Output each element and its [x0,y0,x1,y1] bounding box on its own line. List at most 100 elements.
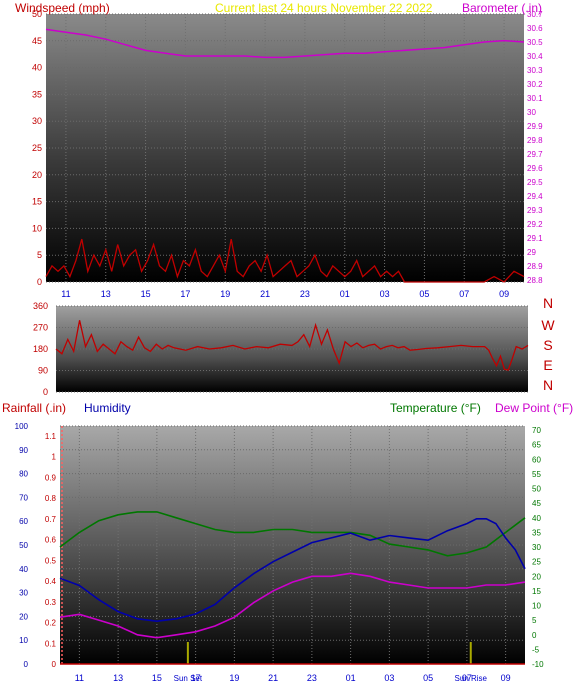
x-tick-label: 03 [380,289,390,299]
windspeed-line [45,238,525,283]
rainfall-tick-label: 0.5 [45,556,57,565]
baro-tick-label: 29.1 [527,234,543,243]
baro-tick-label: 29.4 [527,192,543,201]
rainfall-tick-label: 1.1 [45,432,57,441]
humidity-tick-label: 100 [15,422,29,431]
wind-tick-label: 50 [32,9,42,19]
temperature-axis-title: Temperature (°F) [390,401,481,415]
wind-tick-label: 25 [32,143,42,153]
x-tick-label: 01 [346,673,356,683]
rainfall-tick-label: 0.7 [45,515,57,524]
baro-tick-label: 30.3 [527,66,543,75]
direction-tick-label: 360 [33,301,48,311]
temperature-tick-label: 10 [532,602,541,611]
sun-label: Sun Set [174,674,203,683]
baro-tick-label: 28.9 [527,262,543,271]
humidity-tick-label: 10 [19,636,28,645]
wind-tick-label: 20 [32,170,42,180]
baro-tick-label: 30.5 [527,38,543,47]
humidity-tick-label: 30 [19,589,28,598]
baro-tick-label: 29.2 [527,220,543,229]
compass-label: W [541,317,555,333]
rainfall-tick-label: 0.8 [45,494,57,503]
wind-tick-label: 0 [37,277,42,287]
humidity-tick-label: 20 [19,612,28,621]
wind-direction-grid [56,305,528,393]
x-tick-label: 23 [307,673,317,683]
baro-tick-label: 30.4 [527,52,543,61]
rainfall-axis-title: Rainfall (.in) [2,401,66,415]
rainfall-tick-label: 1 [52,453,57,462]
x-tick-label: 17 [180,289,190,299]
wind-tick-label: 40 [32,63,42,73]
x-tick-label: 21 [268,673,278,683]
temperature-tick-label: 55 [532,470,541,479]
baro-tick-label: 29.9 [527,122,543,131]
rainfall-tick-label: 0.3 [45,598,57,607]
x-tick-label: 11 [61,289,70,299]
dewpoint-axis-title: Dew Point (°F) [495,401,573,415]
x-tick-label: 13 [113,673,123,683]
temperature-tick-label: 30 [532,543,541,552]
wind-tick-label: 45 [32,36,42,46]
wind-tick-label: 5 [37,250,42,260]
rainfall-tick-label: 0.4 [45,577,57,586]
temperature-tick-label: 60 [532,455,541,464]
direction-tick-label: 90 [38,366,48,376]
rain-humidity-temp-panel: 010203040506070809010000.10.20.30.40.50.… [2,401,573,683]
x-tick-label: 09 [499,289,509,299]
x-tick-label: 19 [229,673,239,683]
wind-tick-label: 30 [32,116,42,126]
x-tick-label: 19 [220,289,230,299]
temperature-tick-label: 40 [532,514,541,523]
x-tick-label: 11 [75,673,84,683]
baro-tick-label: 30 [527,108,536,117]
x-tick-label: 23 [300,289,310,299]
wind-direction-series [55,320,529,371]
rainfall-tick-label: 0 [52,660,57,669]
temperature-tick-label: 25 [532,558,541,567]
humidity-tick-label: 90 [19,446,28,455]
direction-tick-label: 180 [33,344,48,354]
direction-tick-label: 270 [33,323,48,333]
rainfall-tick-label: 0.9 [45,473,57,482]
baro-tick-label: 29.7 [527,150,543,159]
baro-tick-label: 29.6 [527,164,543,173]
compass-label: N [543,377,553,393]
barometer-line [45,28,525,59]
baro-tick-label: 28.8 [527,276,543,285]
rainfall-tick-label: 0.6 [45,536,57,545]
x-tick-label: 05 [419,289,429,299]
wind-baro-panel: 0510152025303540455028.828.92929.129.229… [15,1,543,299]
direction-tick-label: 0 [43,387,48,397]
temperature-tick-label: 35 [532,528,541,537]
baro-tick-label: 29.3 [527,206,543,215]
wind-tick-label: 35 [32,89,42,99]
humidity-tick-label: 80 [19,470,28,479]
wind-baro-ticks: 0510152025303540455028.828.92929.129.229… [32,9,543,299]
x-tick-label: 21 [260,289,270,299]
temperature-tick-label: 50 [532,485,541,494]
temperature-tick-label: 45 [532,499,541,508]
x-tick-label: 05 [423,673,433,683]
baro-tick-label: 30.2 [527,80,543,89]
temperature-tick-label: 65 [532,441,541,450]
baro-axis-title: Barometer (.in) [462,1,542,15]
wind-baro-plot-area [46,14,524,282]
x-tick-label: 15 [152,673,162,683]
humidity-axis-title: Humidity [84,401,131,415]
temperature-tick-label: 70 [532,426,541,435]
x-tick-label: 15 [141,289,151,299]
baro-tick-label: 29.5 [527,178,543,187]
humidity-tick-label: 50 [19,541,28,550]
x-tick-label: 07 [459,289,469,299]
compass-label: N [543,295,553,311]
wind-tick-label: 10 [32,223,42,233]
temperature-tick-label: 0 [532,631,537,640]
humidity-tick-label: 70 [19,493,28,502]
chart-title: Current last 24 hours November 22 2022 [215,1,433,15]
humidity-tick-label: 60 [19,517,28,526]
dewpoint-line [59,572,526,639]
baro-tick-label: 30.7 [527,10,543,19]
